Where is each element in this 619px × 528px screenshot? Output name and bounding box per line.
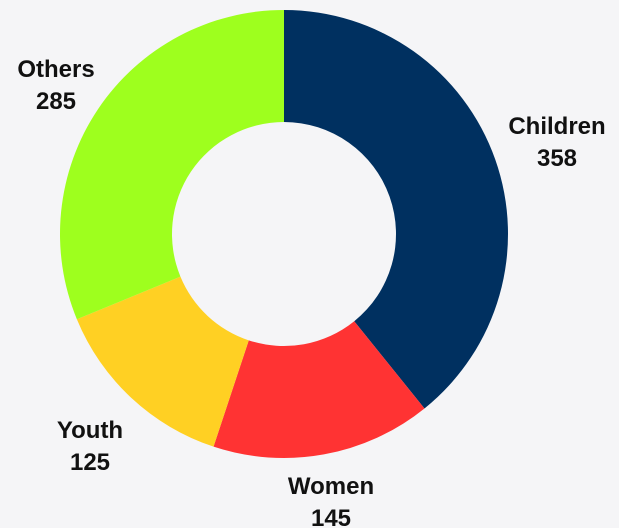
slice-youth — [76, 276, 249, 447]
slice-value-children: 358 — [537, 145, 577, 172]
slice-label-women: Women — [288, 473, 374, 500]
slice-others — [59, 10, 285, 320]
slice-children — [284, 10, 509, 409]
slice-label-others: Others — [17, 56, 94, 83]
slice-label-youth: Youth — [57, 417, 123, 444]
labels-group: Children 358 Women 145 Youth 125 Others 285 — [17, 56, 605, 528]
slices-group — [59, 10, 509, 458]
slice-value-others: 285 — [36, 88, 76, 115]
slice-value-youth: 125 — [70, 449, 110, 476]
slice-value-women: 145 — [311, 505, 351, 528]
slice-label-children: Children — [508, 113, 605, 140]
slice-women — [213, 321, 425, 458]
